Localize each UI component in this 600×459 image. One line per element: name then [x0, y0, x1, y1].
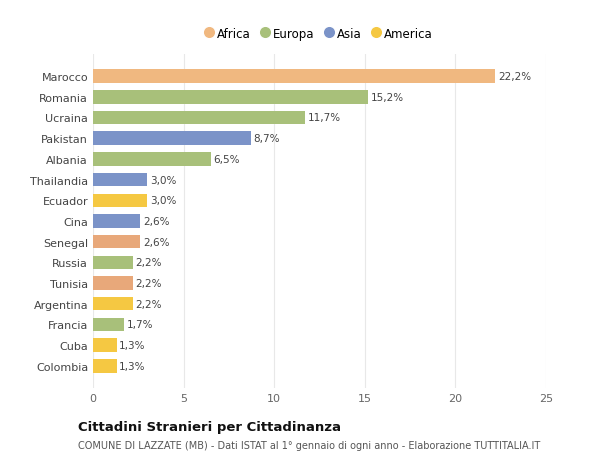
Legend: Africa, Europa, Asia, America: Africa, Europa, Asia, America [206, 28, 433, 41]
Bar [93, 339, 116, 352]
Text: 3,0%: 3,0% [150, 175, 176, 185]
Text: 2,6%: 2,6% [143, 217, 169, 226]
Text: 1,3%: 1,3% [119, 341, 146, 350]
Bar [93, 318, 124, 331]
Bar [93, 112, 305, 125]
Text: 3,0%: 3,0% [150, 196, 176, 206]
Bar [93, 256, 133, 269]
Bar [93, 174, 148, 187]
Text: 15,2%: 15,2% [371, 93, 404, 102]
Bar [93, 132, 251, 146]
Text: COMUNE DI LAZZATE (MB) - Dati ISTAT al 1° gennaio di ogni anno - Elaborazione TU: COMUNE DI LAZZATE (MB) - Dati ISTAT al 1… [78, 440, 540, 450]
Bar [93, 235, 140, 249]
Bar [93, 297, 133, 311]
Bar [93, 215, 140, 228]
Bar [93, 359, 116, 373]
Text: 6,5%: 6,5% [214, 155, 240, 164]
Text: 1,3%: 1,3% [119, 361, 146, 371]
Text: Cittadini Stranieri per Cittadinanza: Cittadini Stranieri per Cittadinanza [78, 420, 341, 433]
Text: 2,2%: 2,2% [136, 279, 162, 288]
Bar [93, 153, 211, 166]
Bar [93, 70, 495, 84]
Bar [93, 91, 368, 104]
Text: 2,2%: 2,2% [136, 299, 162, 309]
Bar [93, 277, 133, 290]
Text: 22,2%: 22,2% [498, 72, 531, 82]
Text: 1,7%: 1,7% [127, 320, 153, 330]
Text: 2,6%: 2,6% [143, 237, 169, 247]
Text: 2,2%: 2,2% [136, 258, 162, 268]
Text: 8,7%: 8,7% [253, 134, 280, 144]
Text: 11,7%: 11,7% [308, 113, 341, 123]
Bar [93, 194, 148, 207]
